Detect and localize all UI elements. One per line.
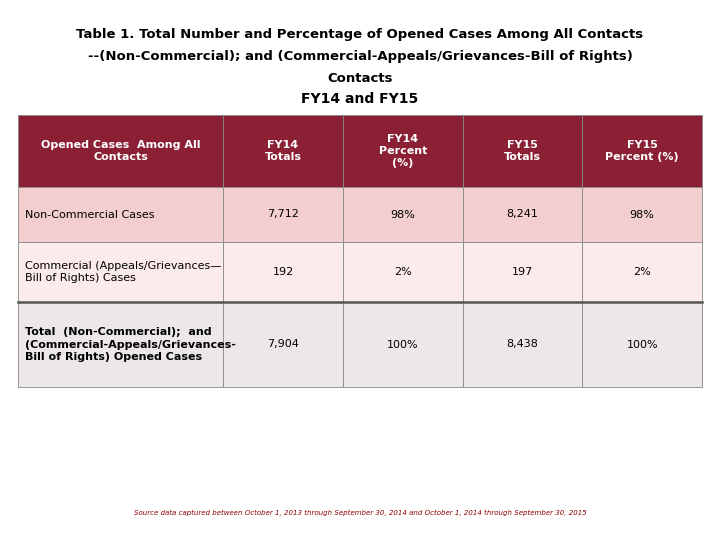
Bar [223,242,343,302]
Bar [18,115,223,187]
Text: FY15
Totals: FY15 Totals [504,140,541,162]
Text: Table 1. Total Number and Percentage of Opened Cases Among All Contacts: Table 1. Total Number and Percentage of … [76,28,644,41]
Bar [18,187,223,242]
Bar [223,302,343,387]
Bar [18,242,223,302]
Bar [462,115,582,187]
Text: FY14
Percent
(%): FY14 Percent (%) [379,133,427,168]
Text: Source data captured between October 1, 2013 through September 30, 2014 and Octo: Source data captured between October 1, … [134,510,586,516]
Text: 8,438: 8,438 [506,340,539,349]
Bar [18,302,223,387]
Text: 7,904: 7,904 [267,340,299,349]
Bar [582,302,702,387]
Text: 192: 192 [272,267,294,277]
Text: 2%: 2% [634,267,651,277]
Text: Opened Cases  Among All
Contacts: Opened Cases Among All Contacts [41,140,200,162]
Bar [343,187,462,242]
Text: --(Non-Commercial); and (Commercial-Appeals/Grievances-Bill of Rights): --(Non-Commercial); and (Commercial-Appe… [88,50,632,63]
Text: Contacts: Contacts [328,72,392,85]
Text: 8,241: 8,241 [506,210,539,219]
Text: Non-Commercial Cases: Non-Commercial Cases [25,210,155,219]
Text: FY15
Percent (%): FY15 Percent (%) [606,140,679,162]
Bar [582,187,702,242]
Text: Commercial (Appeals/Grievances—
Bill of Rights) Cases: Commercial (Appeals/Grievances— Bill of … [25,261,221,283]
Text: 7,712: 7,712 [267,210,299,219]
Bar [343,302,462,387]
Bar [223,115,343,187]
Text: 197: 197 [512,267,533,277]
Text: FY14
Totals: FY14 Totals [264,140,302,162]
Text: 2%: 2% [394,267,412,277]
Text: 98%: 98% [630,210,654,219]
Bar [223,187,343,242]
Bar [343,115,462,187]
Bar [582,115,702,187]
Bar [343,242,462,302]
Bar [582,242,702,302]
Text: 98%: 98% [390,210,415,219]
Text: FY14 and FY15: FY14 and FY15 [302,92,418,106]
Text: 100%: 100% [626,340,658,349]
Text: 100%: 100% [387,340,418,349]
Bar [462,302,582,387]
Bar [462,242,582,302]
Bar [462,187,582,242]
Text: Total  (Non-Commercial);  and
(Commercial-Appeals/Grievances-
Bill of Rights) Op: Total (Non-Commercial); and (Commercial-… [25,327,236,362]
